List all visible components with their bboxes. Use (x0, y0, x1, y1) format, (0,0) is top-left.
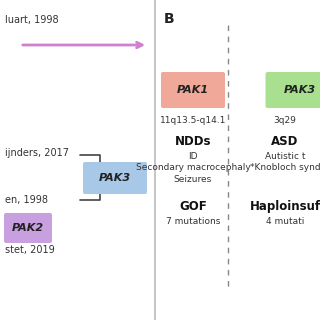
Text: *Knobloch synd: *Knobloch synd (250, 163, 320, 172)
Text: 4 mutati: 4 mutati (266, 217, 304, 226)
Text: Haploinsuf: Haploinsuf (249, 200, 320, 213)
Text: Secondary macrocephaly: Secondary macrocephaly (136, 163, 250, 172)
Text: 3q29: 3q29 (274, 116, 296, 125)
Text: PAK2: PAK2 (12, 223, 44, 233)
Text: PAK3: PAK3 (284, 85, 316, 95)
Text: Autistic t: Autistic t (265, 152, 305, 161)
Text: stet, 2019: stet, 2019 (5, 245, 55, 255)
Text: luart, 1998: luart, 1998 (5, 15, 59, 25)
Text: NDDs: NDDs (175, 135, 211, 148)
Text: PAK3: PAK3 (99, 173, 131, 183)
Text: ID: ID (188, 152, 198, 161)
FancyBboxPatch shape (4, 213, 52, 243)
Text: ijnders, 2017: ijnders, 2017 (5, 148, 69, 158)
Text: B: B (164, 12, 175, 26)
FancyBboxPatch shape (266, 72, 320, 108)
FancyBboxPatch shape (83, 162, 147, 194)
Text: 7 mutations: 7 mutations (166, 217, 220, 226)
FancyBboxPatch shape (161, 72, 225, 108)
Text: GOF: GOF (179, 200, 207, 213)
Text: 11q13.5-q14.1: 11q13.5-q14.1 (160, 116, 226, 125)
Text: Seizures: Seizures (174, 175, 212, 184)
Text: ASD: ASD (271, 135, 299, 148)
Text: PAK1: PAK1 (177, 85, 209, 95)
Text: en, 1998: en, 1998 (5, 195, 48, 205)
